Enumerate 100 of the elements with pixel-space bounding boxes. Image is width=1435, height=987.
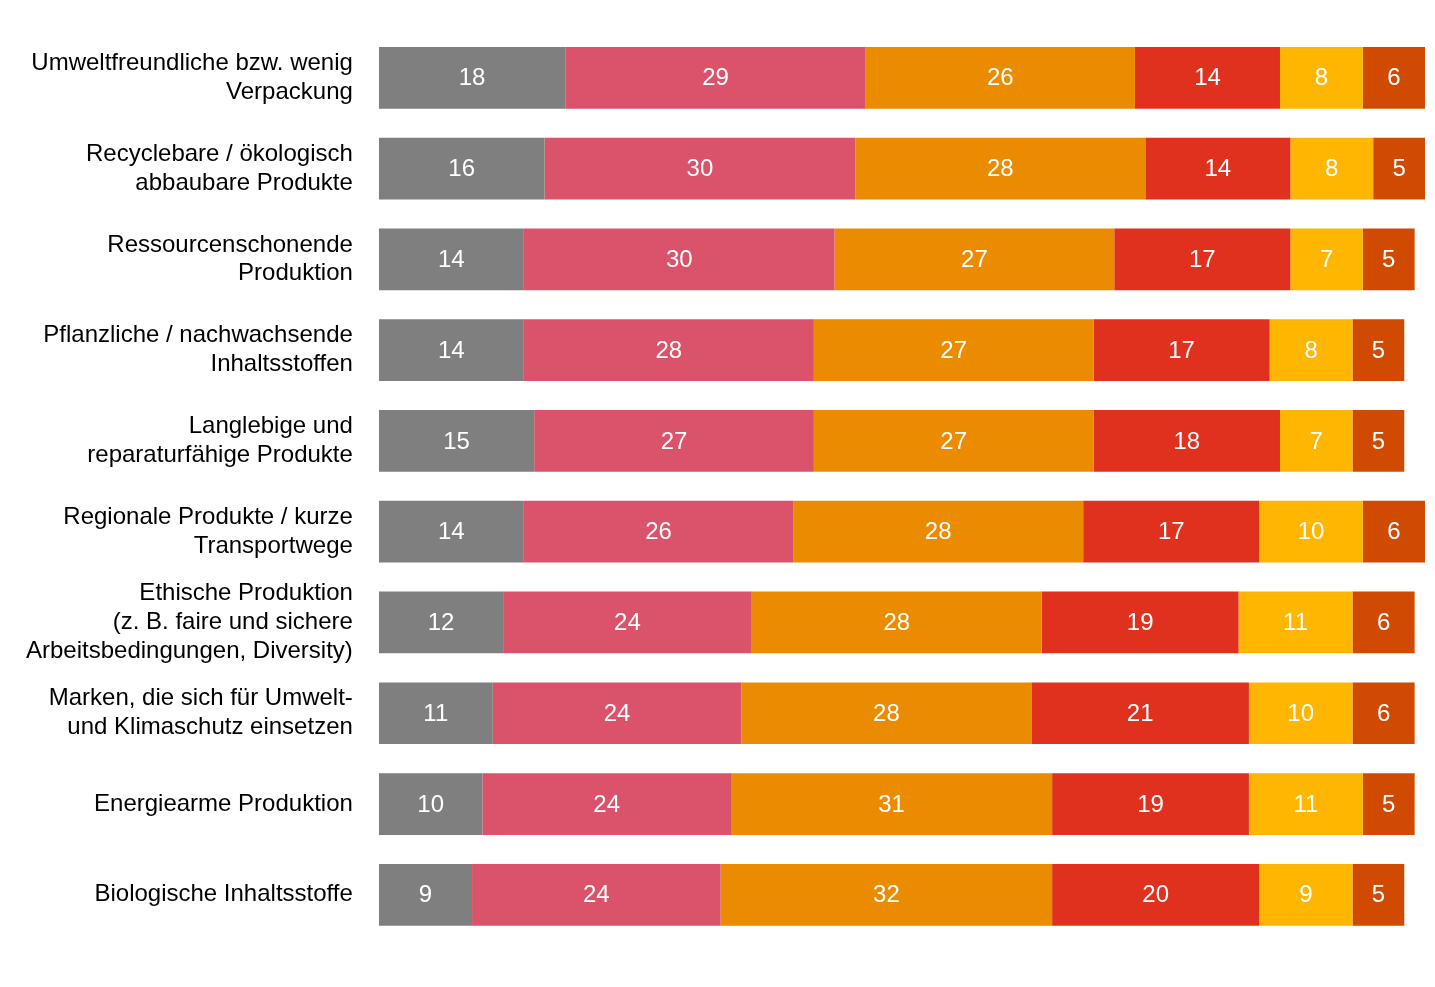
- bar: [1352, 319, 1405, 381]
- data-label: 29: [702, 63, 729, 91]
- data-label: 14: [1204, 154, 1232, 182]
- bar: [1290, 228, 1363, 291]
- bar: [1114, 228, 1291, 291]
- bar: [378, 863, 473, 926]
- data-label: 21: [1126, 698, 1154, 726]
- bar: [1134, 46, 1280, 109]
- bar: [1083, 500, 1260, 563]
- data-label: 24: [614, 608, 641, 636]
- bar: [378, 228, 524, 291]
- bar: [544, 137, 856, 200]
- bar: [378, 137, 545, 200]
- bar: [503, 591, 752, 654]
- bar: [1352, 410, 1405, 472]
- data-label: 14: [437, 244, 465, 272]
- data-label: 27: [660, 426, 688, 454]
- data-label: 5: [1371, 335, 1386, 363]
- data-label: 28: [986, 154, 1014, 182]
- data-label: 14: [437, 335, 465, 363]
- bar: [1362, 46, 1425, 109]
- data-label: 8: [1304, 335, 1318, 363]
- bar: [855, 137, 1146, 200]
- bar: [813, 319, 1094, 381]
- data-label: 15: [443, 426, 470, 454]
- bar: [523, 500, 794, 563]
- bar: [1362, 500, 1425, 563]
- data-label: 30: [665, 244, 693, 272]
- bar: [1093, 410, 1280, 472]
- data-label: 9: [1299, 880, 1313, 908]
- data-label: 27: [961, 244, 988, 272]
- bar: [1052, 863, 1260, 926]
- data-label: 28: [873, 698, 900, 726]
- data-label: 19: [1137, 789, 1164, 817]
- bar: [1352, 682, 1415, 745]
- bar: [378, 682, 493, 745]
- data-label: 18: [458, 63, 486, 91]
- bar: [741, 682, 1032, 745]
- data-label: 10: [417, 789, 444, 817]
- data-label: 6: [1387, 63, 1401, 91]
- bar: [1238, 591, 1353, 654]
- bar: [378, 319, 524, 381]
- data-label: 5: [1371, 880, 1386, 908]
- y-tick-label: Recyclebare / ökologisch abbaubare Produkte: [86, 138, 353, 195]
- data-label: 28: [655, 335, 683, 363]
- data-label: 7: [1309, 426, 1323, 454]
- data-label: 8: [1325, 154, 1339, 182]
- bar: [1248, 682, 1353, 745]
- data-label: 6: [1387, 517, 1401, 545]
- y-tick-label: Ethische Produktion (z. B. faire und sichere Arbeitsbedingungen, Diversity): [25, 578, 353, 663]
- y-tick-label: Marken, die sich für Umwelt- und Klimaschutz einsetzen: [48, 683, 353, 740]
- bar: [1279, 46, 1363, 109]
- bar: [1248, 773, 1363, 835]
- bar: [720, 863, 1053, 926]
- bar: [1373, 137, 1425, 200]
- bar: [482, 773, 732, 835]
- bar: [813, 410, 1094, 472]
- data-label: 16: [448, 154, 476, 182]
- bar: [492, 682, 742, 745]
- bar: [751, 591, 1042, 654]
- data-label: 28: [924, 517, 952, 545]
- bar: [523, 228, 835, 291]
- bar: [1362, 773, 1415, 835]
- data-label: 6: [1376, 608, 1391, 636]
- data-label: 8: [1314, 63, 1329, 91]
- bar: [865, 46, 1135, 109]
- data-label: 9: [418, 880, 433, 908]
- data-label: 31: [878, 789, 905, 817]
- data-label: 28: [883, 608, 911, 636]
- bar: [793, 500, 1084, 563]
- data-label: 18: [1173, 426, 1201, 454]
- data-label: 17: [1188, 244, 1216, 272]
- bar: [378, 591, 504, 654]
- bar: [1052, 773, 1249, 835]
- data-label: 19: [1126, 608, 1154, 636]
- data-label: 17: [1168, 335, 1195, 363]
- data-label: 26: [645, 517, 672, 545]
- data-label: 6: [1376, 698, 1391, 726]
- bar: [1279, 410, 1353, 472]
- bar: [1093, 319, 1270, 381]
- bar: [1290, 137, 1374, 200]
- data-label: 11: [1283, 608, 1308, 636]
- bar: [1362, 228, 1415, 291]
- data-label: 5: [1382, 244, 1396, 272]
- bar: [1145, 137, 1291, 200]
- data-label: 24: [593, 789, 621, 817]
- bar: [1259, 863, 1353, 926]
- y-tick-label: Pflanzliche / nachwachsende Inhaltsstoffen: [43, 320, 353, 377]
- data-label: 24: [603, 698, 631, 726]
- data-label: 10: [1297, 517, 1325, 545]
- bar: [1352, 863, 1405, 926]
- data-label: 20: [1142, 880, 1170, 908]
- y-tick-label: Regionale Produkte / kurze Transportwege: [63, 501, 353, 558]
- data-label: 14: [1194, 63, 1221, 91]
- data-label: 7: [1319, 244, 1334, 272]
- bar: [731, 773, 1053, 835]
- data-label: 27: [940, 335, 968, 363]
- data-label: 11: [423, 698, 449, 726]
- bar: [378, 410, 535, 472]
- data-label: 27: [940, 426, 968, 454]
